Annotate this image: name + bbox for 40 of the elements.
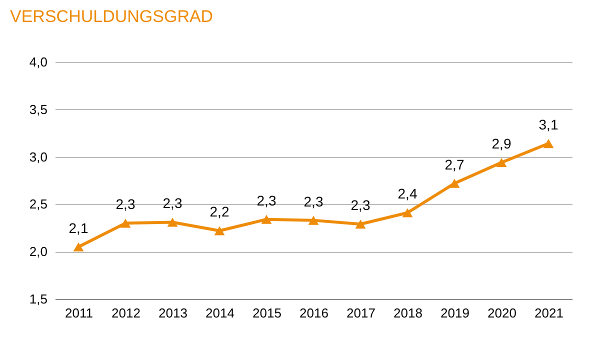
x-tick-label: 2015: [252, 306, 282, 320]
point: [120, 218, 131, 228]
x-tick-label: 2020: [488, 306, 516, 320]
data-label: 3,1: [538, 116, 558, 133]
x-tick-label: 2018: [394, 306, 422, 320]
data-label: 2,2: [210, 204, 230, 220]
x-tick-label: 2017: [346, 306, 376, 320]
data-label: 2,3: [304, 193, 324, 210]
x-tick-label: 2016: [300, 306, 328, 320]
point: [543, 138, 554, 148]
data-label: 2,1: [68, 220, 88, 236]
point: [308, 216, 319, 225]
point: [402, 208, 413, 218]
point: [355, 220, 366, 229]
x-tick-label: 2021: [534, 306, 564, 320]
data-label: 2,3: [116, 196, 136, 212]
y-tick-label: 2,0: [29, 244, 48, 260]
point: [261, 214, 272, 224]
y-tick-label: 3,5: [29, 102, 48, 117]
y-tick-label: 2,5: [29, 196, 48, 212]
y-tick-label: 3,0: [29, 149, 48, 164]
data-label: 2,3: [162, 195, 182, 212]
data-label: 2,3: [350, 197, 370, 214]
y-tick-label: 4,0: [29, 54, 48, 70]
x-tick-label: 2019: [440, 306, 470, 320]
data-label: 2,7: [444, 156, 464, 172]
point: [449, 178, 460, 188]
data-label: 2,3: [256, 192, 276, 208]
point: [496, 158, 507, 168]
y-tick-label: 1,5: [29, 292, 48, 306]
point: [167, 218, 178, 227]
x-tick-label: 2011: [65, 306, 93, 320]
point: [73, 242, 84, 252]
x-tick-label: 2014: [206, 306, 234, 320]
data-label: 2,9: [492, 135, 512, 152]
x-tick-label: 2012: [112, 306, 140, 320]
chart-title: VERSCHULDUNGSGRAD: [10, 7, 214, 26]
data-label: 2,4: [398, 186, 418, 202]
point: [214, 226, 225, 236]
x-tick-label: 2013: [158, 306, 188, 320]
